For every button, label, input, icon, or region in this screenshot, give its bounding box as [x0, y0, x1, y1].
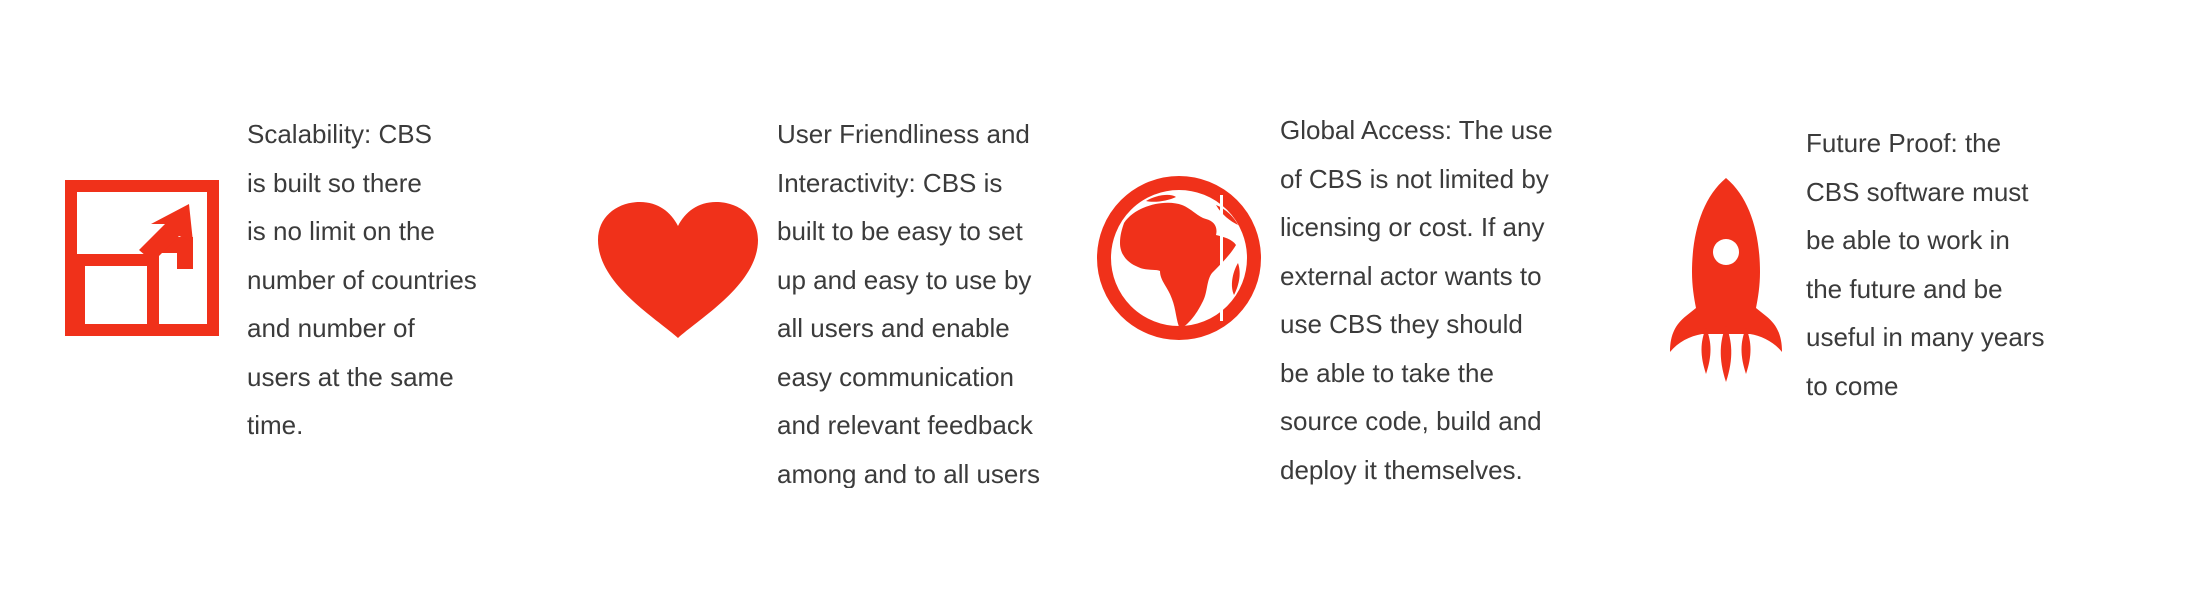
text-line: easy communication	[777, 361, 1014, 392]
text-line: use CBS they should	[1280, 309, 1523, 339]
text-line: users at the same	[247, 361, 454, 392]
text-line: Interactivity: CBS is	[777, 167, 1003, 198]
text-line: Scalability: CBS	[247, 119, 432, 149]
text-line: the future and be	[1806, 273, 2003, 304]
text-line: number of countries	[247, 264, 477, 295]
feature-global-access-text: Global Access: The use of CBS is not lim…	[1280, 106, 1553, 494]
text-line: useful in many years	[1806, 322, 2045, 352]
text-line: to come	[1806, 370, 1899, 401]
feature-scalability-text: Scalability: CBS is built so there is no…	[247, 110, 477, 450]
feature-user-friendliness-text: User Friendliness and Interactivity: CBS…	[777, 110, 1040, 488]
text-line: of CBS is not limited by	[1280, 163, 1549, 194]
expand-icon	[65, 180, 219, 336]
text-line: among and to all users	[777, 458, 1041, 489]
text-line: all users and enable	[777, 313, 1010, 343]
text-line: time.	[247, 410, 304, 440]
text-line: Global Access: The use	[1280, 115, 1553, 145]
feature-future-proof-text: Future Proof: the CBS software must be a…	[1806, 119, 2044, 410]
text-line: CBS software must	[1806, 176, 2029, 207]
text-line: be able to take the	[1280, 357, 1494, 388]
text-line: source code, build and	[1280, 406, 1542, 436]
text-line: built to be easy to set	[777, 216, 1023, 246]
text-line: external actor wants to	[1280, 260, 1542, 291]
heart-icon	[598, 202, 758, 338]
text-line: and number of	[247, 313, 415, 343]
globe-africa-icon	[1097, 176, 1261, 340]
text-line: Future Proof: the	[1806, 128, 2002, 158]
rocket-icon	[1670, 178, 1782, 382]
text-line: is built so there	[247, 167, 422, 198]
text-line: User Friendliness and	[777, 119, 1030, 149]
text-line: and relevant feedback	[777, 410, 1033, 440]
text-line: licensing or cost. If any	[1280, 212, 1545, 242]
text-line: up and easy to use by	[777, 264, 1032, 295]
text-line: be able to work in	[1806, 225, 2010, 255]
text-line: deploy it themselves.	[1280, 454, 1523, 485]
text-line: is no limit on the	[247, 216, 435, 246]
